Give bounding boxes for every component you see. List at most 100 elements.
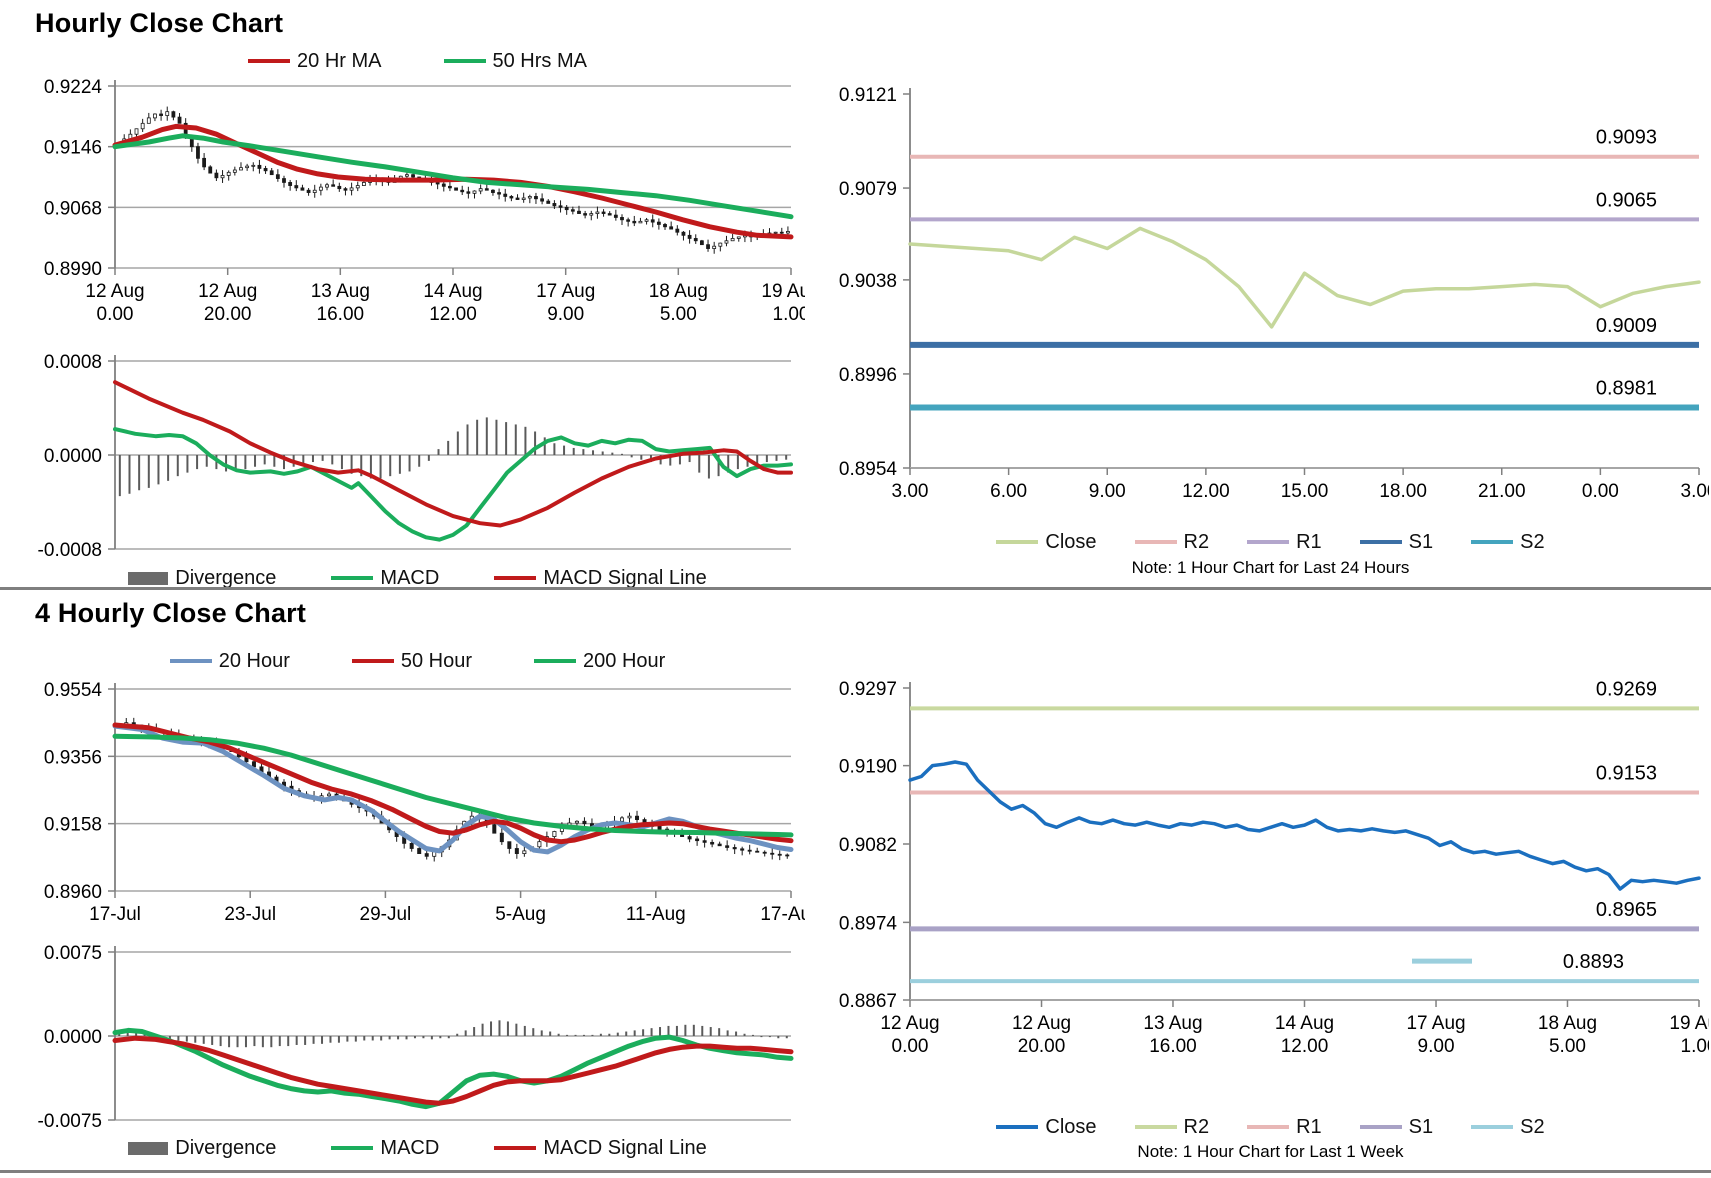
svg-text:18 Aug: 18 Aug — [649, 281, 708, 302]
svg-text:-0.0075: -0.0075 — [38, 1111, 102, 1128]
legend-item: 200 Hour — [534, 650, 665, 673]
legend-label: Divergence — [175, 566, 277, 589]
legend-item: S2 — [1471, 1116, 1545, 1139]
svg-text:12 Aug: 12 Aug — [198, 281, 257, 302]
legend-line-swatch — [996, 540, 1039, 544]
legend-label: S1 — [1408, 1115, 1434, 1138]
legend-label: 20 Hour — [218, 649, 290, 672]
svg-text:0.8954: 0.8954 — [839, 459, 898, 480]
legend-item: MACD — [331, 1137, 439, 1160]
legend-line-swatch — [494, 1146, 537, 1150]
legend-line-swatch — [169, 659, 212, 663]
svg-text:3.00: 3.00 — [892, 481, 929, 502]
svg-text:17-Aug: 17-Aug — [760, 904, 805, 925]
hourly-sr-chart: 0.9121 0.9079 0.9038 0.8996 0.8954 3.00 6.00 9.… — [832, 72, 1709, 584]
legend-label: MACD Signal Line — [543, 1136, 707, 1159]
legend-line-swatch — [1247, 540, 1290, 544]
weekly-sr-note: Note: 1 Hour Chart for Last 1 Week — [1137, 1142, 1404, 1161]
svg-text:0.9065: 0.9065 — [1596, 189, 1657, 211]
hourly-sr-note: Note: 1 Hour Chart for Last 24 Hours — [1131, 558, 1410, 577]
svg-text:1.00: 1.00 — [773, 304, 805, 325]
weekly-sr-chart: 0.9297 0.9190 0.9082 0.8974 0.8867 12 Aug 0.00… — [832, 656, 1709, 1168]
svg-text:0.8867: 0.8867 — [839, 991, 897, 1012]
svg-text:5-Aug: 5-Aug — [495, 904, 546, 925]
svg-text:17 Aug: 17 Aug — [536, 281, 595, 302]
svg-text:0.00: 0.00 — [1582, 481, 1619, 502]
svg-text:20.00: 20.00 — [204, 304, 252, 325]
svg-text:17-Jul: 17-Jul — [89, 904, 141, 925]
svg-text:0.9297: 0.9297 — [839, 679, 897, 700]
fourhour-macd-svg: 0.0075 0.0000 -0.0075 — [38, 943, 794, 1128]
svg-text:0.9093: 0.9093 — [1596, 127, 1657, 149]
weekly-sr-plot: 0.9297 0.9190 0.9082 0.8974 0.8867 12 Aug 0.00… — [832, 656, 1709, 1112]
svg-text:0.9269: 0.9269 — [1596, 678, 1657, 700]
support-resistance-lines: 0.9093 0.9065 0.9009 0.8981 — [910, 127, 1699, 411]
svg-text:0.00: 0.00 — [97, 304, 134, 325]
hourly-price-chart: 20 Hr MA 50 Hrs MA 0.9224 0.9146 0.9068 0.89… — [30, 46, 805, 326]
legend-line-swatch — [351, 659, 394, 663]
legend-item: Close — [996, 530, 1097, 554]
legend-item: R1 — [1247, 531, 1322, 554]
legend-label: 50 Hour — [400, 649, 473, 672]
legend-item: S2 — [1471, 530, 1545, 554]
legend-item: 50 Hrs MA — [443, 50, 587, 73]
bottom-divider — [0, 1170, 1711, 1173]
svg-text:0.0000: 0.0000 — [44, 446, 102, 467]
legend-line-swatch — [494, 576, 537, 580]
support-resistance-lines: 0.9269 0.9153 0.8965 0.8893 — [910, 678, 1699, 984]
svg-text:13 Aug: 13 Aug — [311, 281, 370, 302]
gridlines: 0.9121 0.9079 0.9038 0.8996 0.8954 — [839, 85, 1699, 480]
svg-text:0.0008: 0.0008 — [44, 352, 102, 373]
svg-text:0.9079: 0.9079 — [839, 179, 897, 200]
fourhour-price-chart: 20 Hour 50 Hour 200 Hour 0.9554 0.9356 0.915… — [30, 645, 805, 937]
hourly-macd-plot: 0.0008 0.0000 -0.0008 — [30, 333, 805, 559]
legend-line-swatch — [1134, 540, 1177, 544]
svg-text:23-Jul: 23-Jul — [224, 904, 276, 925]
series-200-hour — [112, 733, 794, 838]
legend-line-swatch — [331, 1146, 374, 1150]
legend-label: MACD Signal Line — [543, 566, 707, 589]
series-50-hrs-ma — [112, 133, 794, 220]
svg-text:14 Aug: 14 Aug — [423, 281, 482, 302]
gridlines: 0.0008 0.0000 -0.0008 — [38, 352, 791, 559]
hourly-sr-legend: Close R2 R1 S1 S2 — [832, 526, 1709, 558]
hourly-sr-plot: 0.9121 0.9079 0.9038 0.8996 0.8954 3.00 6.00 9.… — [832, 72, 1709, 526]
svg-text:18.00: 18.00 — [1379, 481, 1427, 502]
hourly-macd-chart: 0.0008 0.0000 -0.0008 Divergence MACD MACD S… — [30, 333, 805, 597]
legend-label: 200 Hour — [583, 649, 666, 672]
series-close — [908, 226, 1701, 329]
svg-text:5.00: 5.00 — [1549, 1036, 1586, 1057]
legend-line-swatch — [1247, 1125, 1290, 1129]
hourly-macd-svg: 0.0008 0.0000 -0.0008 — [38, 352, 793, 559]
legend-label: S2 — [1520, 530, 1545, 553]
svg-text:16.00: 16.00 — [1149, 1036, 1197, 1057]
legend-item: Divergence — [128, 567, 276, 590]
svg-text:12 Aug: 12 Aug — [880, 1013, 939, 1034]
svg-text:0.9153: 0.9153 — [1596, 762, 1657, 784]
x-axis-labels: 3.00 6.00 9.00 12.00 15.00 18.00 21.00 0.00 3.00 — [892, 468, 1709, 502]
legend-item: MACD Signal Line — [494, 566, 707, 590]
legend-item: MACD — [331, 567, 439, 590]
legend-line-swatch — [534, 659, 577, 663]
legend-label: Close — [1045, 530, 1097, 553]
svg-text:0.9224: 0.9224 — [44, 77, 103, 98]
svg-text:21.00: 21.00 — [1478, 481, 1526, 502]
svg-text:19 Aug: 19 Aug — [1669, 1013, 1709, 1034]
legend-line-swatch — [1471, 540, 1514, 544]
svg-text:0.0000: 0.0000 — [44, 1027, 102, 1048]
svg-text:0.9356: 0.9356 — [44, 747, 102, 768]
svg-text:9.00: 9.00 — [547, 304, 584, 325]
series-macd-signal-line — [113, 380, 793, 528]
legend-label: Divergence — [175, 1136, 277, 1159]
svg-text:20.00: 20.00 — [1018, 1036, 1066, 1057]
legend-line-swatch — [331, 576, 374, 580]
legend-item: R2 — [1134, 531, 1209, 554]
svg-text:0.9009: 0.9009 — [1596, 315, 1657, 337]
gridlines: 0.9554 0.9356 0.9158 0.8960 — [44, 680, 791, 903]
series-divergence — [118, 1020, 788, 1048]
